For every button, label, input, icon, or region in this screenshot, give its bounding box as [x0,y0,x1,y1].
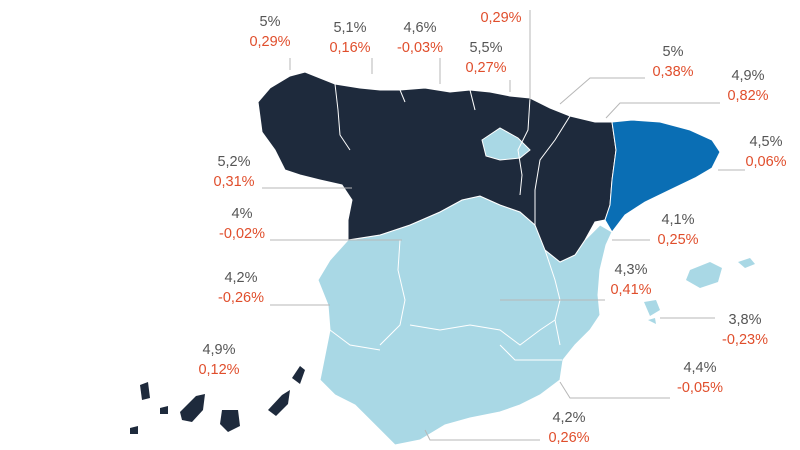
label-galicia-value: 5% [259,14,281,30]
label-navarra-delta: 0,38% [652,64,694,80]
label-cantabria: 4,6% -0,03% [397,18,443,58]
label-top-partial-delta: 0,29% [480,10,522,26]
label-murcia: 4,4% -0,05% [677,358,723,398]
label-extremadura-delta: -0,26% [218,290,264,306]
region-borders [329,83,571,361]
leader-lines [262,10,745,441]
region-north-dark [257,71,617,263]
label-top-partial: 0,29% [480,8,521,28]
label-cantabria-value: 4,6% [403,20,437,36]
label-pais-vasco-delta: 0,27% [465,60,507,76]
label-madrid: 4% -0,02% [219,204,265,244]
label-asturias: 5,1% 0,16% [329,18,370,58]
label-castilla-leon: 5,2% 0,31% [213,152,254,192]
label-valencia-value: 4,1% [661,212,695,228]
label-castilla-leon-value: 5,2% [217,154,251,170]
label-aragon-delta: 0,82% [727,88,769,104]
region-cataluna [604,119,721,233]
label-castilla-leon-delta: 0,31% [213,174,255,190]
label-navarra: 5% 0,38% [652,42,693,82]
label-pais-vasco: 5,5% 0,27% [465,38,506,78]
label-canarias: 4,9% 0,12% [198,340,239,380]
label-baleares: 3,8% -0,23% [722,310,768,350]
label-aragon: 4,9% 0,82% [727,66,768,106]
label-murcia-value: 4,4% [683,360,717,376]
canary-islands [130,366,305,434]
label-castilla-la-mancha: 4,3% 0,41% [610,260,651,300]
label-cataluna-delta: 0,06% [745,154,787,170]
label-andalucia-value: 4,2% [552,410,586,426]
label-castilla-la-mancha-delta: 0,41% [610,282,652,298]
label-valencia-delta: 0,25% [657,232,699,248]
label-extremadura-value: 4,2% [224,270,258,286]
label-cataluna-value: 4,5% [749,134,783,150]
balearic-islands [644,258,755,324]
label-galicia: 5% 0,29% [249,12,290,52]
label-navarra-value: 5% [662,44,684,60]
label-aragon-value: 4,9% [731,68,765,84]
label-madrid-delta: -0,02% [219,226,265,242]
label-baleares-delta: -0,23% [722,332,768,348]
label-extremadura: 4,2% -0,26% [218,268,264,308]
label-andalucia-delta: 0,26% [548,430,590,446]
label-cantabria-delta: -0,03% [397,40,443,56]
label-asturias-delta: 0,16% [329,40,371,56]
label-canarias-delta: 0,12% [198,362,240,378]
label-madrid-value: 4% [231,206,253,222]
label-valencia: 4,1% 0,25% [657,210,698,250]
label-castilla-la-mancha-value: 4,3% [614,262,648,278]
label-pais-vasco-value: 5,5% [469,40,503,56]
label-andalucia: 4,2% 0,26% [548,408,589,448]
label-cataluna: 4,5% 0,06% [745,132,786,172]
label-canarias-value: 4,9% [202,342,236,358]
label-galicia-delta: 0,29% [249,34,291,50]
label-murcia-delta: -0,05% [677,380,723,396]
label-asturias-value: 5,1% [333,20,367,36]
label-baleares-value: 3,8% [728,312,762,328]
